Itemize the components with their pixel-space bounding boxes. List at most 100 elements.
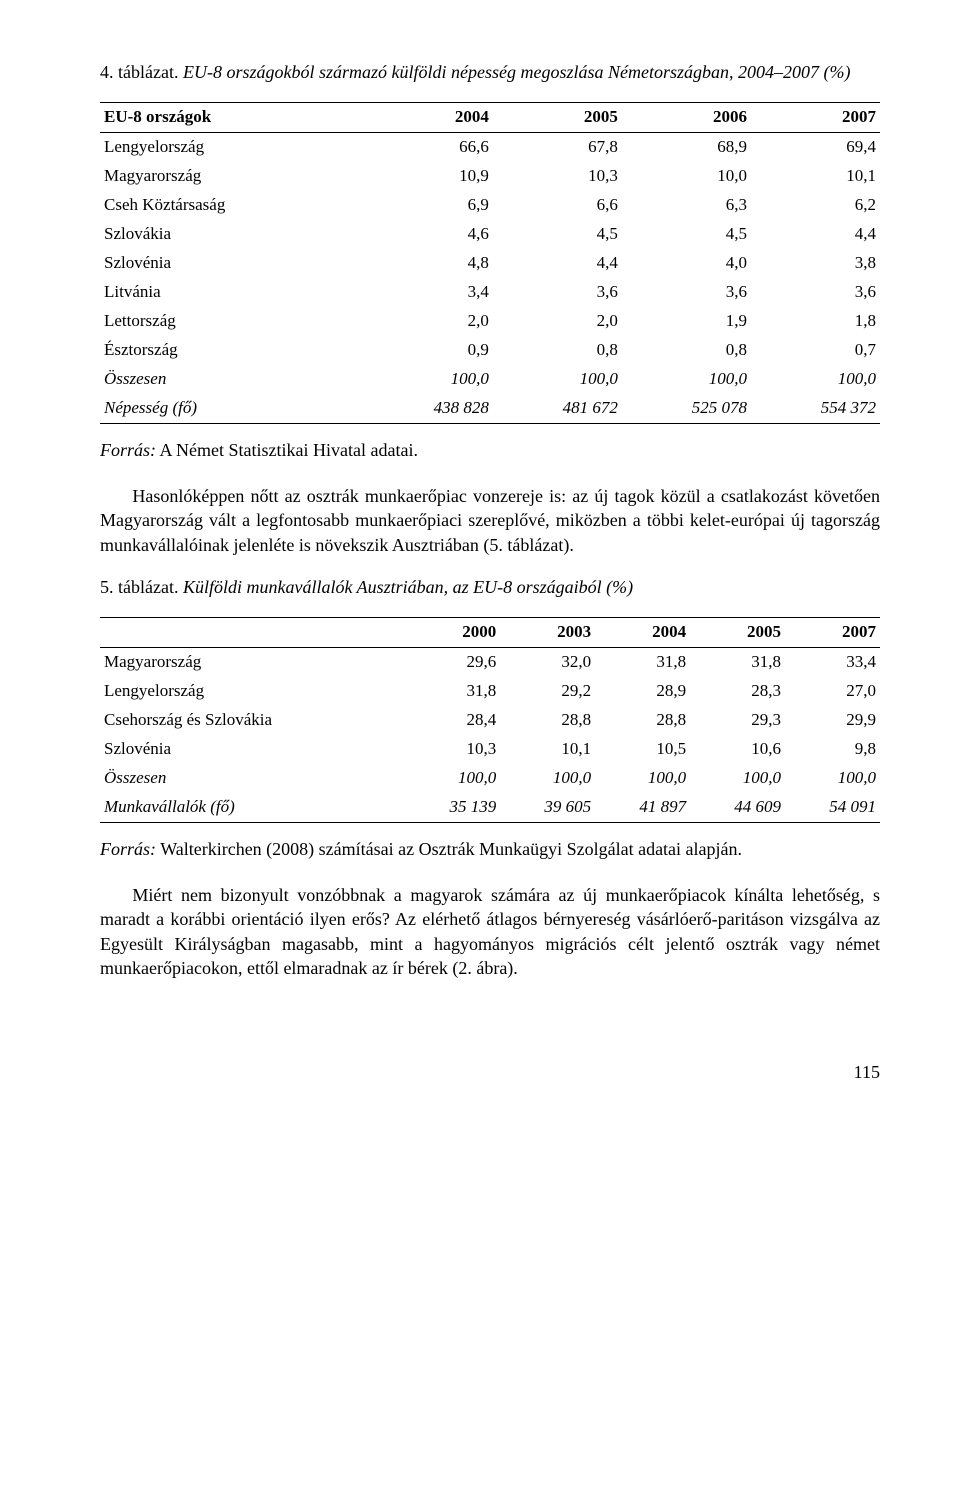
table4-cell: 1,8 bbox=[751, 307, 880, 336]
table4-row: Lettország2,02,01,91,8 bbox=[100, 307, 880, 336]
table4-cell: 4,5 bbox=[493, 220, 622, 249]
table4-cell: 100,0 bbox=[622, 365, 751, 394]
table5-cell: 29,2 bbox=[500, 677, 595, 706]
table5-cell: 28,8 bbox=[595, 706, 690, 735]
table5-row: Csehország és Szlovákia28,428,828,829,32… bbox=[100, 706, 880, 735]
table5-row: Munkavállalók (fő)35 13939 60541 89744 6… bbox=[100, 793, 880, 822]
table4-cell: 100,0 bbox=[493, 365, 622, 394]
table4-cell: 100,0 bbox=[751, 365, 880, 394]
table4-cell: 68,9 bbox=[622, 133, 751, 162]
table5-cell: Csehország és Szlovákia bbox=[100, 706, 405, 735]
table5-cell: 35 139 bbox=[405, 793, 500, 822]
table5-cell: 28,8 bbox=[500, 706, 595, 735]
table4-caption: 4. táblázat. EU-8 országokból származó k… bbox=[100, 60, 880, 84]
table5-header-cell: 2003 bbox=[500, 618, 595, 648]
table4-cell: 1,9 bbox=[622, 307, 751, 336]
table4-header-cell: 2006 bbox=[622, 103, 751, 133]
table4-source-label: Forrás: bbox=[100, 440, 156, 460]
table5-header-cell bbox=[100, 618, 405, 648]
table4-cell: 3,6 bbox=[622, 278, 751, 307]
table5-cell: 100,0 bbox=[785, 764, 880, 793]
table4-cell: 481 672 bbox=[493, 394, 622, 423]
table4-cell: 4,5 bbox=[622, 220, 751, 249]
table4-cell: 6,2 bbox=[751, 191, 880, 220]
table4-cell: 6,9 bbox=[364, 191, 493, 220]
table5-cell: Szlovénia bbox=[100, 735, 405, 764]
table5-body: Magyarország29,632,031,831,833,4Lengyelo… bbox=[100, 648, 880, 823]
table5: 20002003200420052007 Magyarország29,632,… bbox=[100, 617, 880, 823]
table5-header-cell: 2004 bbox=[595, 618, 690, 648]
table4-source: Forrás: A Német Statisztikai Hivatal ada… bbox=[100, 438, 880, 462]
table5-caption-text: Külföldi munkavállalók Ausztriában, az E… bbox=[178, 577, 633, 597]
table4-cell: 6,6 bbox=[493, 191, 622, 220]
table4-header-cell: 2005 bbox=[493, 103, 622, 133]
table5-cell: 10,1 bbox=[500, 735, 595, 764]
table4-header-cell: 2004 bbox=[364, 103, 493, 133]
table4-header-cell: EU-8 országok bbox=[100, 103, 364, 133]
table4-header-cell: 2007 bbox=[751, 103, 880, 133]
table5-cell: 31,8 bbox=[595, 648, 690, 677]
table4-header-row: EU-8 országok2004200520062007 bbox=[100, 103, 880, 133]
table4-source-text: A Német Statisztikai Hivatal adatai. bbox=[156, 440, 418, 460]
table5-header-cell: 2000 bbox=[405, 618, 500, 648]
table4-row: Észtország0,90,80,80,7 bbox=[100, 336, 880, 365]
table5-header-row: 20002003200420052007 bbox=[100, 618, 880, 648]
table4-cell: 69,4 bbox=[751, 133, 880, 162]
table5-cell: 100,0 bbox=[500, 764, 595, 793]
table4-cell: 2,0 bbox=[364, 307, 493, 336]
table4-row: Népesség (fő)438 828481 672525 078554 37… bbox=[100, 394, 880, 423]
table4-cell: 0,8 bbox=[493, 336, 622, 365]
table4-cell: 554 372 bbox=[751, 394, 880, 423]
table5-cell: 100,0 bbox=[405, 764, 500, 793]
table4-cell: Magyarország bbox=[100, 162, 364, 191]
table5-row: Lengyelország31,829,228,928,327,0 bbox=[100, 677, 880, 706]
table5-cell: 31,8 bbox=[690, 648, 785, 677]
table5-row: Összesen100,0100,0100,0100,0100,0 bbox=[100, 764, 880, 793]
table5-cell: 39 605 bbox=[500, 793, 595, 822]
table4-body: Lengyelország66,667,868,969,4Magyarorszá… bbox=[100, 133, 880, 423]
table5-cell: 28,4 bbox=[405, 706, 500, 735]
table4-cell: Összesen bbox=[100, 365, 364, 394]
table5-cell: 9,8 bbox=[785, 735, 880, 764]
table5-cell: 10,6 bbox=[690, 735, 785, 764]
paragraph-2: Miért nem bizonyult vonzóbbnak a magyaro… bbox=[100, 883, 880, 980]
table4-cell: 0,8 bbox=[622, 336, 751, 365]
table4-cell: 100,0 bbox=[364, 365, 493, 394]
table4-row: Szlovénia4,84,44,03,8 bbox=[100, 249, 880, 278]
table5-source-label: Forrás: bbox=[100, 839, 156, 859]
table4-row: Litvánia3,43,63,63,6 bbox=[100, 278, 880, 307]
table5-cell: Összesen bbox=[100, 764, 405, 793]
table4-cell: Litvánia bbox=[100, 278, 364, 307]
table5-row: Szlovénia10,310,110,510,69,8 bbox=[100, 735, 880, 764]
table5-cell: 33,4 bbox=[785, 648, 880, 677]
table5-cell: 44 609 bbox=[690, 793, 785, 822]
table5-cell: 28,3 bbox=[690, 677, 785, 706]
table4-row: Magyarország10,910,310,010,1 bbox=[100, 162, 880, 191]
table4-cell: 0,9 bbox=[364, 336, 493, 365]
table5-cell: 27,0 bbox=[785, 677, 880, 706]
table5-cell: Magyarország bbox=[100, 648, 405, 677]
table5-cell: 29,6 bbox=[405, 648, 500, 677]
table5-cell: 31,8 bbox=[405, 677, 500, 706]
table4-row: Cseh Köztársaság6,96,66,36,2 bbox=[100, 191, 880, 220]
table4-cell: 4,8 bbox=[364, 249, 493, 278]
table5-caption-label: 5. táblázat. bbox=[100, 577, 178, 597]
table4-caption-label: 4. táblázat. bbox=[100, 62, 178, 82]
paragraph-1: Hasonlóképpen nőtt az osztrák munkaerőpi… bbox=[100, 484, 880, 557]
table5-cell: 32,0 bbox=[500, 648, 595, 677]
table5-caption: 5. táblázat. Külföldi munkavállalók Ausz… bbox=[100, 575, 880, 599]
page-number: 115 bbox=[100, 1060, 880, 1084]
table4-cell: Szlovénia bbox=[100, 249, 364, 278]
table4-cell: Cseh Köztársaság bbox=[100, 191, 364, 220]
table4-cell: 10,3 bbox=[493, 162, 622, 191]
table4-cell: 66,6 bbox=[364, 133, 493, 162]
table4-cell: 438 828 bbox=[364, 394, 493, 423]
table4-row: Lengyelország66,667,868,969,4 bbox=[100, 133, 880, 162]
table4-cell: 3,8 bbox=[751, 249, 880, 278]
table5-cell: 29,3 bbox=[690, 706, 785, 735]
table5-cell: 41 897 bbox=[595, 793, 690, 822]
table4-cell: Lettország bbox=[100, 307, 364, 336]
table4-cell: 525 078 bbox=[622, 394, 751, 423]
table4-cell: Szlovákia bbox=[100, 220, 364, 249]
table4-cell: 4,0 bbox=[622, 249, 751, 278]
